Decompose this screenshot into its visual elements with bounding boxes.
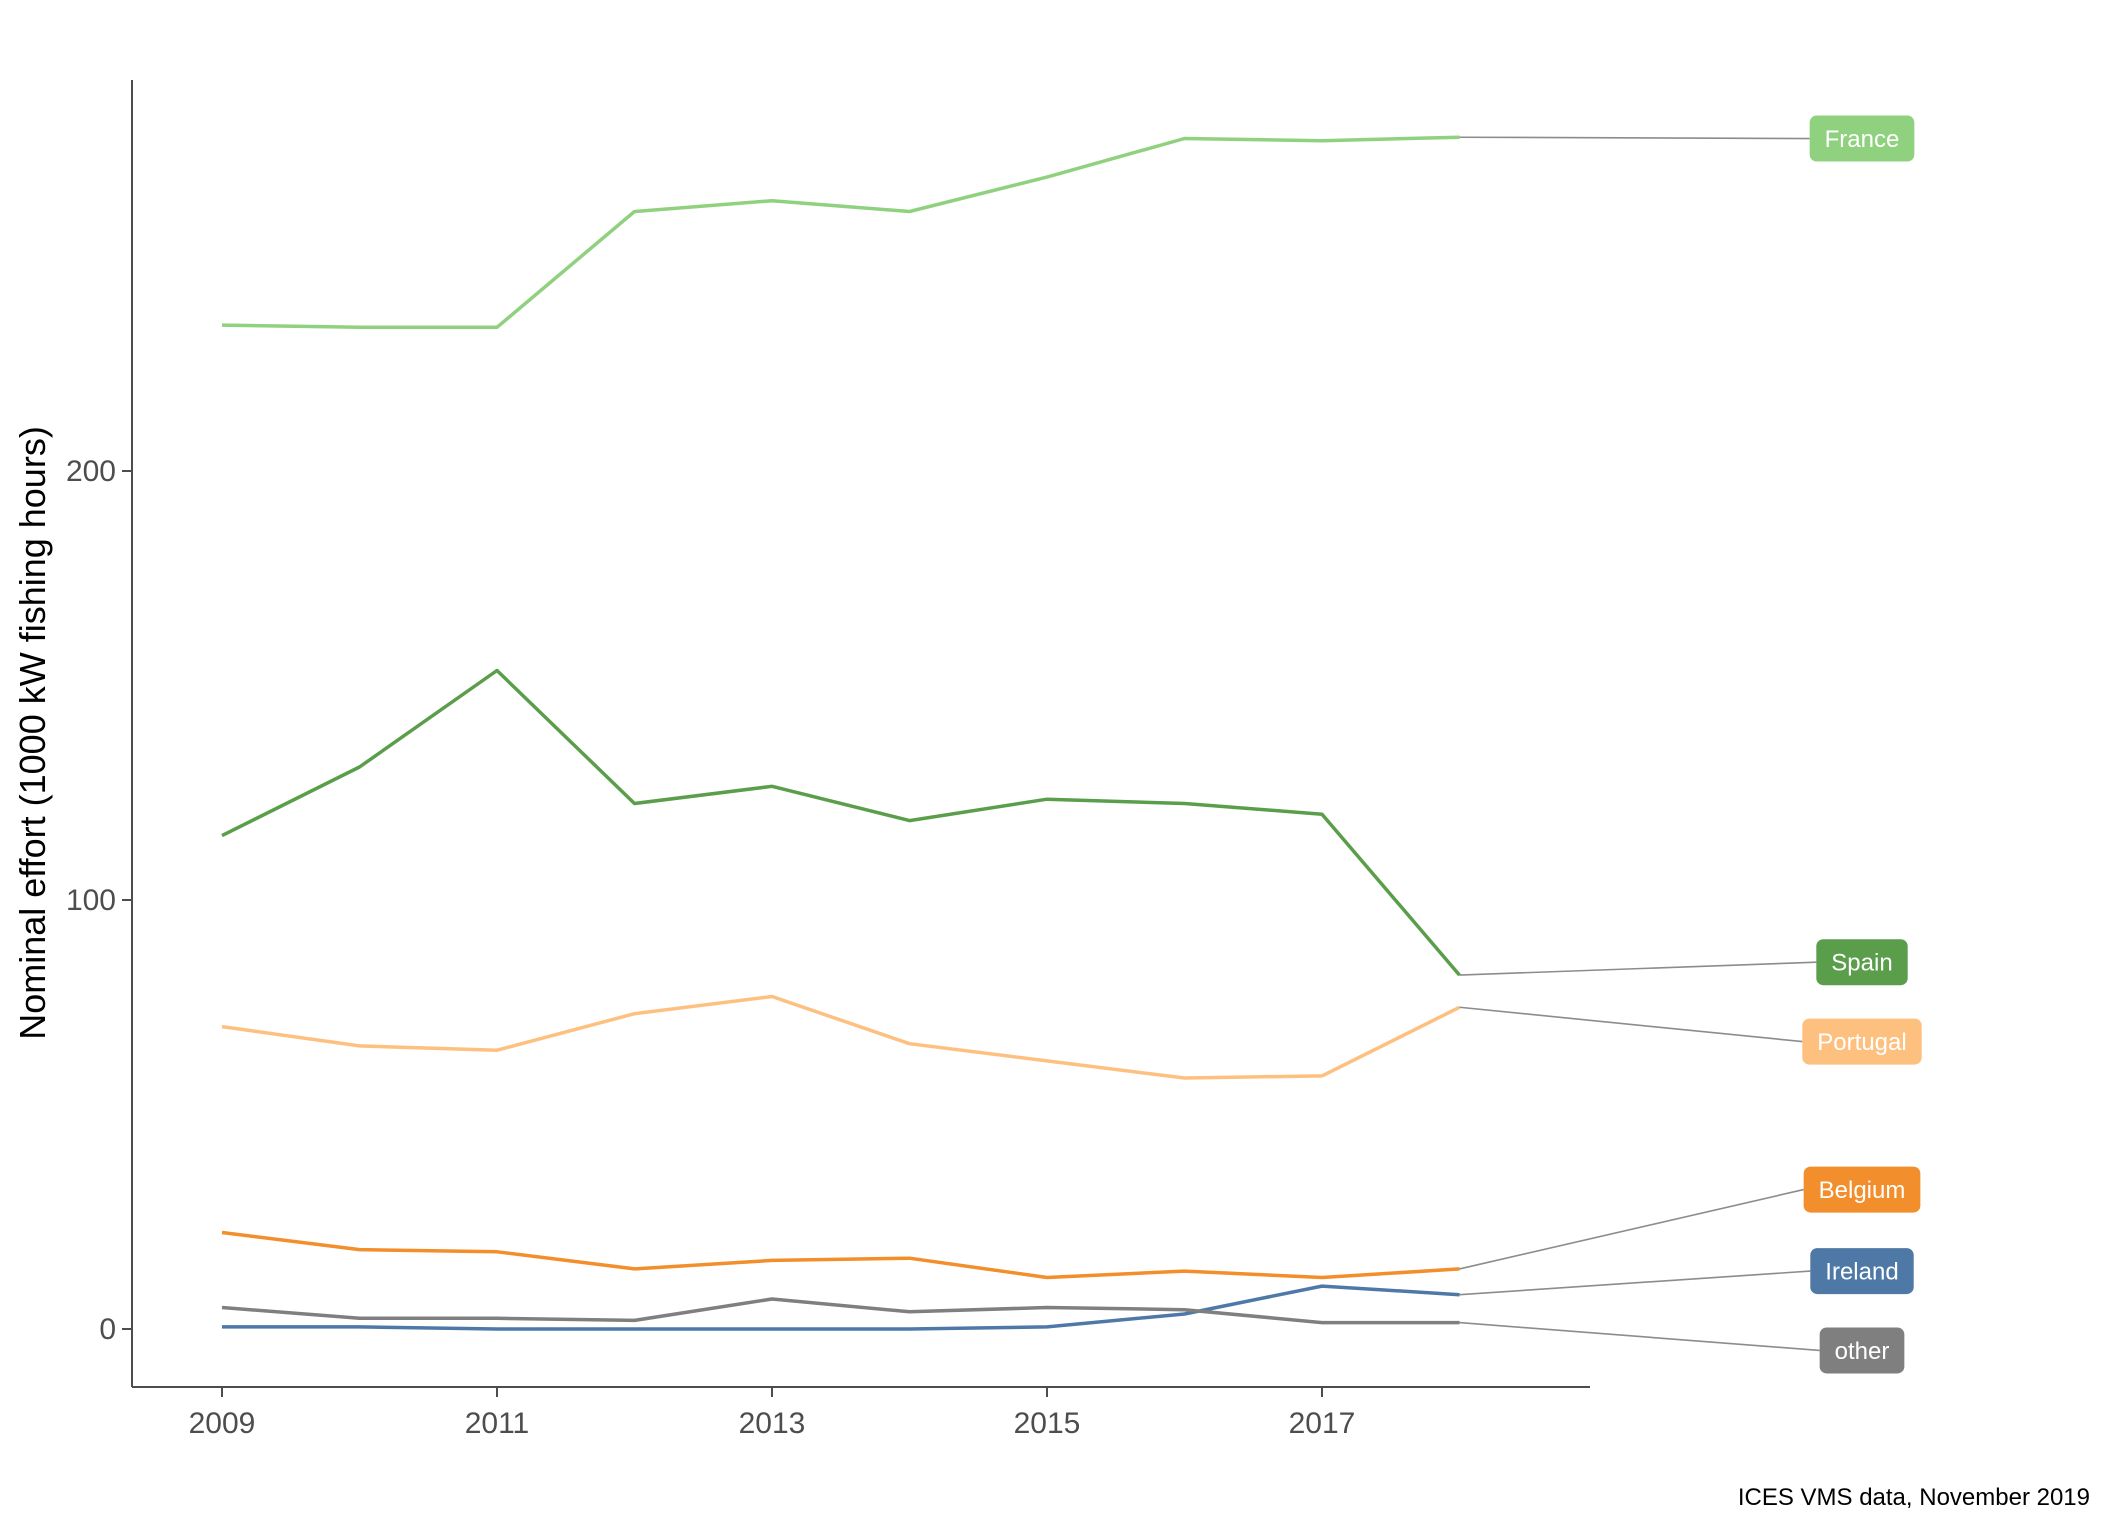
series-line-portugal xyxy=(221,994,1461,1080)
leader-line-spain xyxy=(1459,961,1817,976)
series-line-france xyxy=(221,135,1460,330)
y-tick-label: 0 xyxy=(99,1313,116,1346)
series-line-belgium xyxy=(221,1230,1460,1280)
axes xyxy=(131,80,1590,1388)
series-label-box-spain xyxy=(1816,939,1908,986)
y-axis-ticks: 0 100 200 xyxy=(66,455,132,1346)
series-label-ireland: Ireland xyxy=(1825,1259,1898,1286)
series-label-box-ireland xyxy=(1810,1248,1914,1295)
series-label-belgium: Belgium xyxy=(1819,1177,1906,1204)
series-label-box-belgium xyxy=(1803,1166,1921,1213)
source-caption: ICES VMS data, November 2019 xyxy=(1737,1484,2090,1511)
x-tick-label: 2009 xyxy=(189,1407,256,1440)
leader-line-other xyxy=(1459,1321,1820,1352)
x-axis-ticks: 2009 2011 2013 2015 2017 xyxy=(189,1387,1356,1440)
x-tick-label: 2013 xyxy=(739,1407,806,1440)
series-line-other xyxy=(221,1297,1460,1325)
leader-line-ireland xyxy=(1459,1270,1811,1296)
leader-line-belgium xyxy=(1459,1188,1804,1270)
series-label-france: France xyxy=(1825,126,1900,153)
label-leaders xyxy=(1459,136,1820,1352)
x-tick-label: 2015 xyxy=(1014,1407,1081,1440)
series-label-box-france xyxy=(1809,115,1915,162)
series-label-other: other xyxy=(1835,1338,1890,1365)
series-lines xyxy=(221,135,1461,1331)
y-tick-label: 200 xyxy=(66,455,116,488)
x-tick-label: 2017 xyxy=(1289,1407,1356,1440)
series-label-box-other xyxy=(1819,1327,1905,1374)
series-label-spain: Spain xyxy=(1831,950,1892,977)
leader-line-france xyxy=(1459,136,1810,140)
leader-line-portugal xyxy=(1459,1006,1803,1043)
y-tick-label: 100 xyxy=(66,884,116,917)
series-label-box-portugal xyxy=(1802,1018,1922,1065)
series-label-portugal: Portugal xyxy=(1817,1029,1906,1056)
series-line-ireland xyxy=(222,1284,1460,1331)
y-axis-label: Nominal effort (1000 kW fishing hours) xyxy=(12,426,53,1040)
series-line-spain xyxy=(221,668,1461,977)
x-tick-label: 2011 xyxy=(465,1407,530,1440)
series-labels: France Spain Portugal Belgium Ireland other xyxy=(1802,115,1922,1374)
